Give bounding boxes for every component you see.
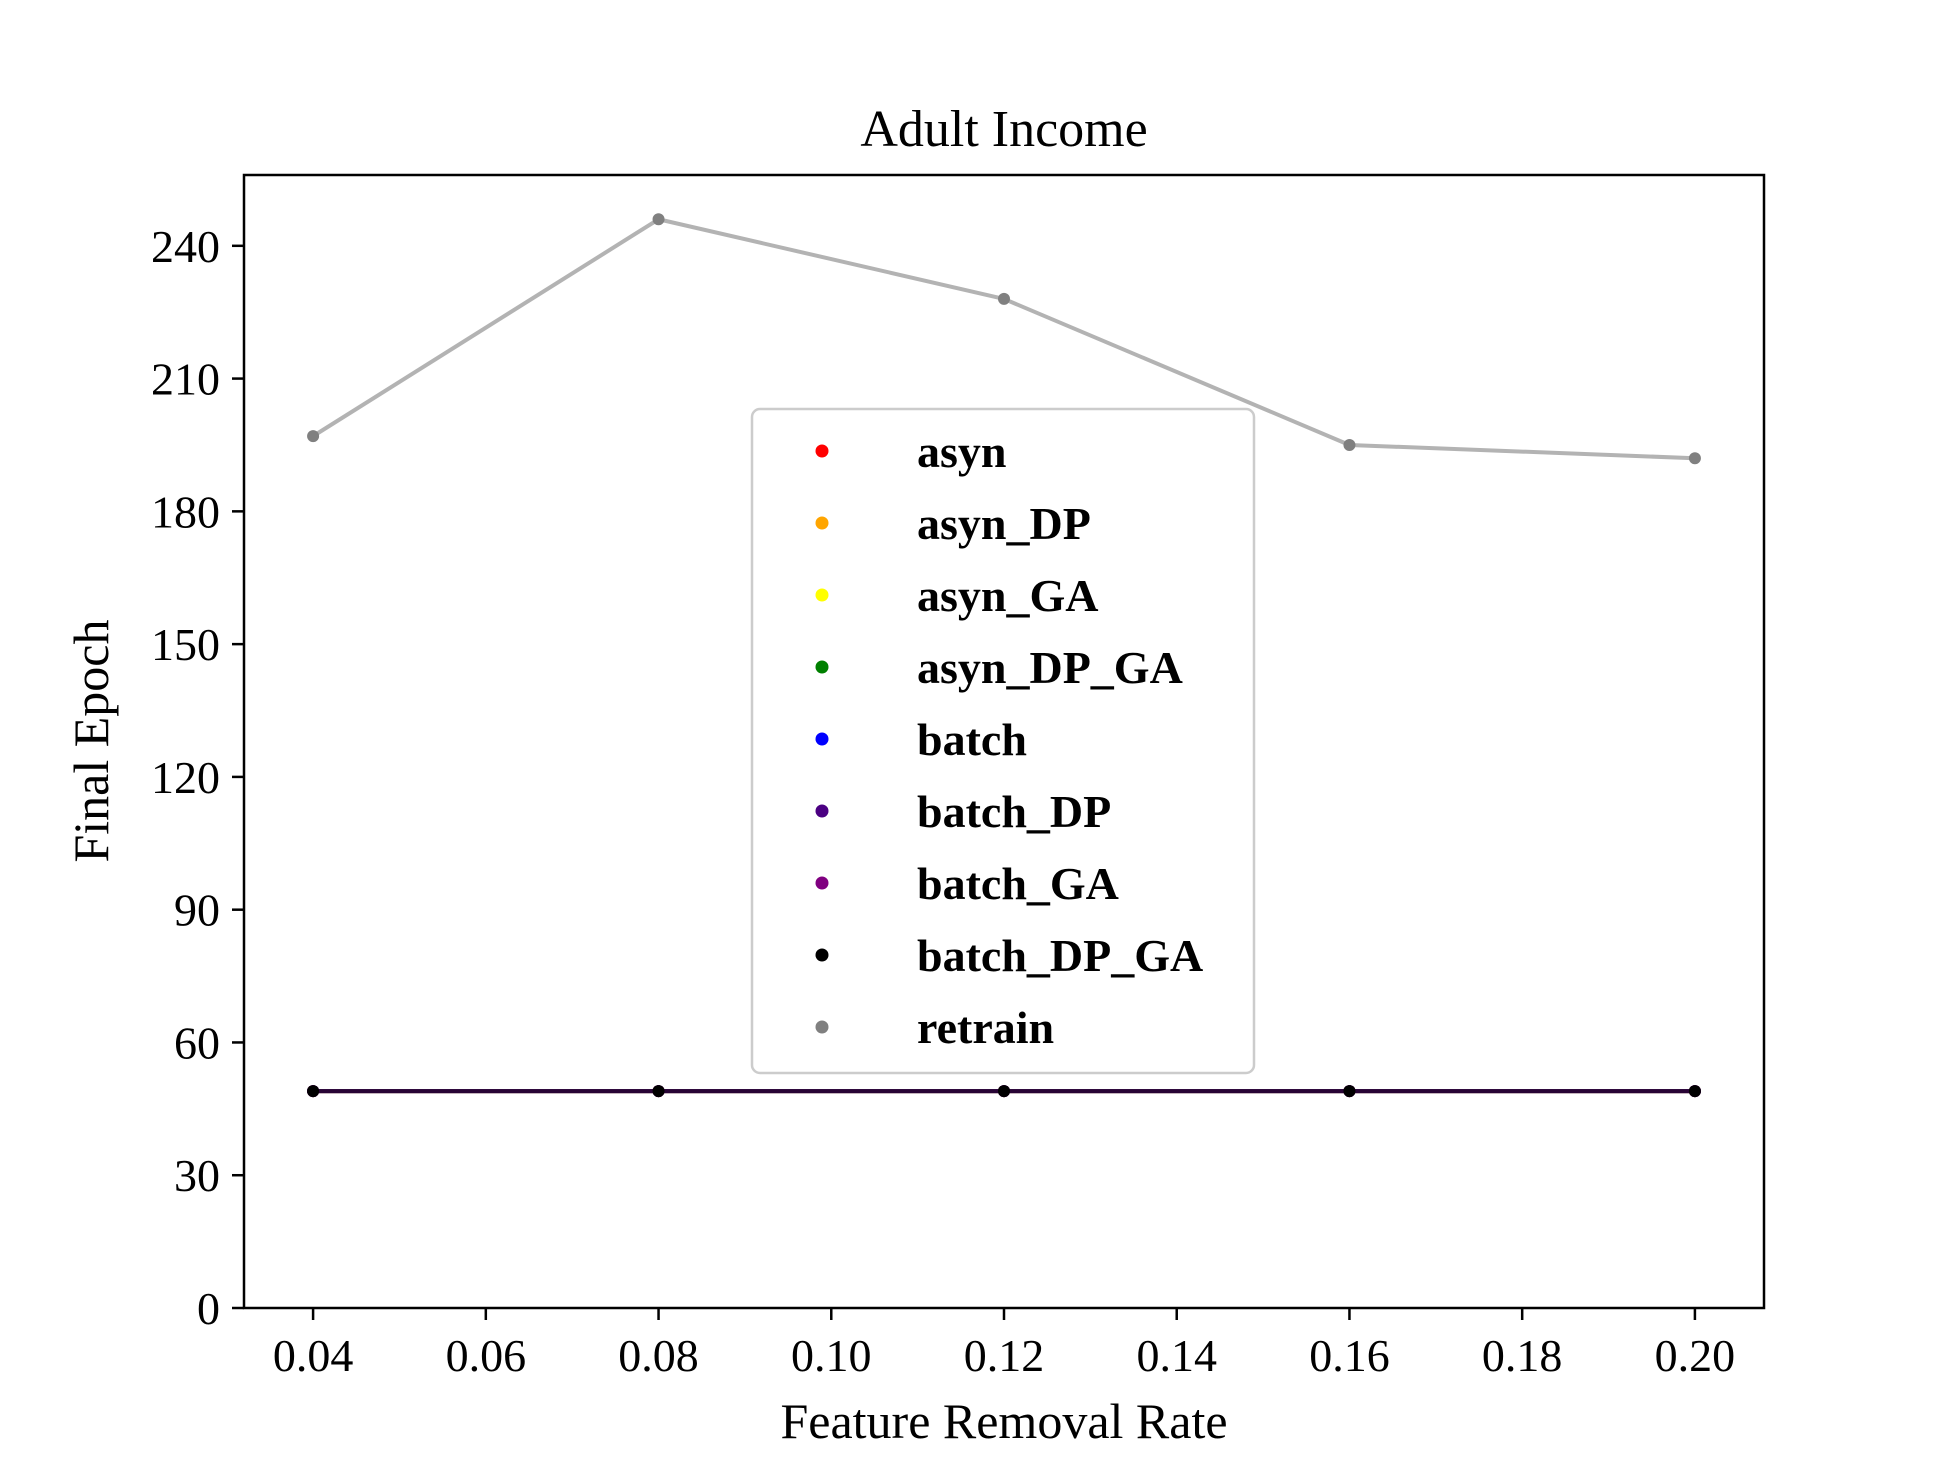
legend-item: batch_GA xyxy=(815,858,1119,909)
series-batch_DP_GA xyxy=(307,1085,1701,1098)
legend-label: batch xyxy=(917,714,1027,765)
y-tick-label: 180 xyxy=(151,486,220,537)
legend-item: asyn_GA xyxy=(815,570,1098,621)
x-tick-label: 0.14 xyxy=(1136,1330,1217,1381)
legend-label: asyn xyxy=(917,426,1006,477)
data-point xyxy=(1343,438,1356,451)
x-tick-label: 0.08 xyxy=(618,1330,699,1381)
legend-marker xyxy=(815,588,829,602)
data-point xyxy=(652,213,665,226)
data-point xyxy=(1343,1085,1356,1098)
data-point xyxy=(998,1085,1010,1098)
legend-item: asyn xyxy=(815,426,1006,477)
legend-item: retrain xyxy=(815,1002,1054,1053)
legend-label: retrain xyxy=(917,1002,1054,1053)
x-tick-label: 0.18 xyxy=(1482,1330,1563,1381)
series-layer xyxy=(307,213,1701,1098)
y-tick-label: 150 xyxy=(151,619,220,670)
series-retrain xyxy=(307,213,1701,465)
legend-label: asyn_GA xyxy=(917,570,1098,621)
y-axis: 0 30 60 90 120 150 180 210 240 xyxy=(151,221,244,1334)
legend-label: asyn_DP xyxy=(917,498,1091,549)
legend-label: asyn_DP_GA xyxy=(917,642,1183,693)
data-point xyxy=(307,1085,320,1098)
x-axis: 0.04 0.06 0.08 0.10 0.12 0.14 0.16 0.18 0.20 xyxy=(273,1308,1735,1381)
legend-marker xyxy=(815,444,829,458)
plot-frame xyxy=(242,173,1766,1310)
legend-marker xyxy=(815,660,829,674)
x-tick-label: 0.12 xyxy=(964,1330,1045,1381)
legend-label: batch_DP_GA xyxy=(917,930,1203,981)
y-tick-label: 210 xyxy=(151,354,220,405)
data-point xyxy=(652,1085,665,1098)
legend-label: batch_GA xyxy=(917,858,1119,909)
y-axis-label: Final Epoch xyxy=(63,619,119,862)
data-point xyxy=(1688,452,1701,465)
legend-item: batch xyxy=(815,714,1027,765)
data-point xyxy=(307,430,320,443)
y-tick-label: 30 xyxy=(174,1150,220,1201)
y-tick-label: 60 xyxy=(174,1017,220,1068)
x-tick-label: 0.06 xyxy=(446,1330,527,1381)
legend-marker xyxy=(815,804,829,818)
legend-marker xyxy=(815,516,829,530)
legend-label: batch_DP xyxy=(917,786,1111,837)
data-point xyxy=(1688,1085,1701,1098)
x-axis-label: Feature Removal Rate xyxy=(780,1393,1227,1449)
legend-marker xyxy=(815,948,829,962)
x-tick-label: 0.10 xyxy=(791,1330,872,1381)
y-tick-label: 120 xyxy=(151,752,220,803)
x-tick-label: 0.04 xyxy=(273,1330,354,1381)
legend-item: asyn_DP xyxy=(815,498,1091,549)
legend-item: batch_DP xyxy=(815,786,1111,837)
x-tick-label: 0.16 xyxy=(1309,1330,1390,1381)
y-tick-label: 90 xyxy=(174,885,220,936)
legend-marker xyxy=(815,1020,829,1034)
legend-frame xyxy=(750,407,1256,1075)
data-point xyxy=(998,292,1010,305)
y-tick-label: 0 xyxy=(197,1283,220,1334)
chart-title: Adult Income xyxy=(860,101,1147,158)
legend-item: batch_DP_GA xyxy=(815,930,1203,981)
legend-item: asyn_DP_GA xyxy=(815,642,1183,693)
legend-marker xyxy=(815,876,829,890)
legend-marker xyxy=(815,732,829,746)
y-tick-label: 240 xyxy=(151,221,220,272)
x-tick-label: 0.20 xyxy=(1655,1330,1736,1381)
